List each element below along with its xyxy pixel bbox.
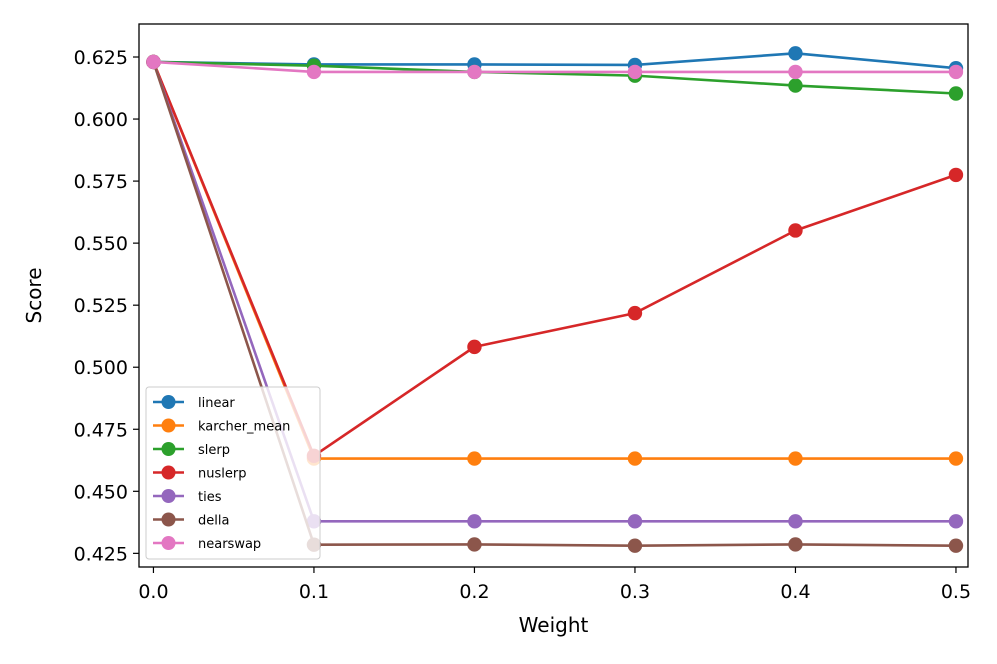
legend-item-karcher_mean: karcher_mean (153, 418, 290, 435)
legend-marker (161, 442, 176, 456)
data-point-karcher_mean (467, 451, 482, 466)
data-point-ties (948, 514, 964, 529)
legend-label: karcher_mean (198, 420, 290, 435)
y-tick-label: 0.425 (74, 543, 128, 565)
legend-marker (161, 512, 176, 527)
y-axis: 0.425 0.450 0.475 0.500 0.525 0.550 0.575 0.600… (74, 47, 139, 565)
series-line-nearswap (153, 60, 956, 74)
data-point-karcher_mean (788, 451, 803, 466)
legend-item-ties: ties (153, 489, 222, 505)
legend-label: ties (198, 490, 222, 505)
y-tick-label: 0.575 (74, 171, 128, 193)
legend-item-nuslerp: nuslerp (153, 465, 246, 482)
x-tick-label: 0.0 (138, 581, 168, 603)
y-tick-label: 0.550 (74, 233, 128, 255)
y-axis-label: Score (22, 267, 46, 323)
legend-label: linear (198, 396, 235, 411)
legend-item-nearswap: nearswap (153, 536, 261, 552)
y-tick-label: 0.600 (74, 109, 128, 131)
y-tick-label: 0.525 (74, 295, 128, 317)
y-tick-label: 0.625 (74, 47, 128, 69)
data-point-slerp (788, 78, 803, 93)
x-tick-label: 0.1 (299, 581, 329, 603)
y-tick-label: 0.450 (74, 481, 128, 503)
data-point-nearswap (948, 64, 964, 80)
data-point-nearswap (306, 64, 322, 80)
x-axis-label: Weight (519, 613, 589, 637)
y-tick-label: 0.475 (74, 419, 128, 441)
legend-marker (161, 418, 176, 433)
legend-marker (161, 465, 176, 480)
data-point-nuslerp (627, 305, 643, 321)
legend-label: nearswap (198, 537, 261, 552)
legend-marker (161, 489, 176, 503)
data-point-karcher_mean (948, 451, 964, 466)
legend-label: della (198, 514, 229, 529)
data-point-linear (788, 46, 803, 61)
data-point-nearswap (467, 64, 482, 80)
legend-label: slerp (198, 443, 230, 458)
data-point-ties (788, 514, 803, 529)
data-point-nuslerp (467, 339, 482, 355)
y-tick-label: 0.500 (74, 357, 128, 379)
data-point-nearswap (788, 64, 803, 80)
legend-item-della: della (153, 512, 229, 529)
legend-label: nuslerp (198, 467, 246, 482)
data-point-slerp (948, 86, 964, 101)
data-point-nuslerp (948, 167, 964, 183)
plot-frame (138, 23, 969, 568)
data-point-ties (467, 514, 482, 529)
legend-marker (161, 395, 176, 409)
legend-marker (161, 536, 176, 550)
series-line-slerp (153, 60, 957, 95)
data-point-della (467, 537, 482, 552)
data-point-karcher_mean (627, 451, 643, 466)
data-point-nearswap (146, 54, 161, 70)
data-point-della (948, 538, 964, 553)
series-nearswap (146, 54, 964, 80)
x-tick-label: 0.5 (941, 581, 971, 603)
data-point-nuslerp (788, 223, 803, 238)
data-point-nearswap (627, 64, 643, 80)
data-point-della (788, 537, 803, 552)
legend-item-linear: linear (153, 395, 235, 411)
legend-item-slerp: slerp (153, 442, 230, 458)
x-tick-label: 0.4 (780, 581, 810, 603)
data-point-della (627, 538, 643, 553)
x-tick-label: 0.3 (620, 581, 650, 603)
x-tick-label: 0.2 (459, 581, 489, 603)
data-point-ties (627, 514, 643, 529)
x-axis: 0.0 0.1 0.2 0.3 0.4 0.5 (138, 567, 971, 603)
legend-box (145, 386, 321, 560)
